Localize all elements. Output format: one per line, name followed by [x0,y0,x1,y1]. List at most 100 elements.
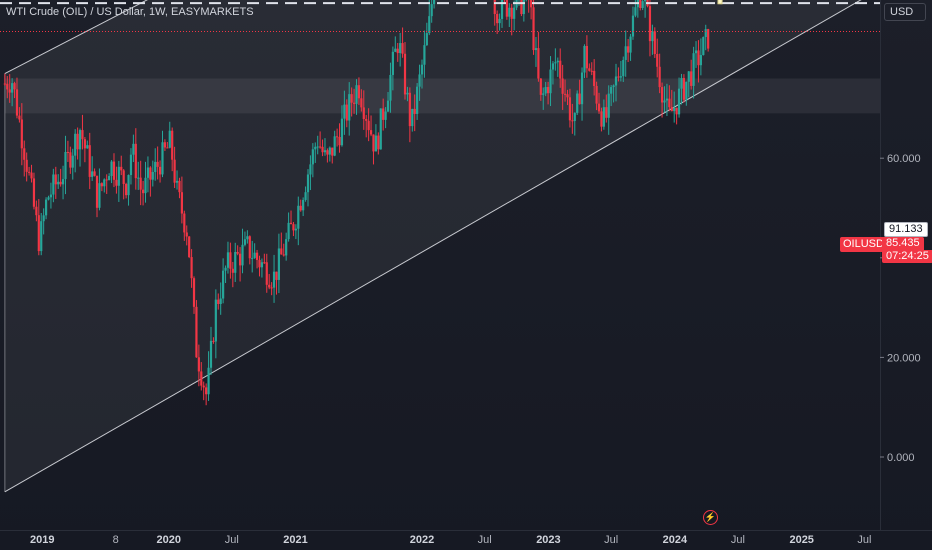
candle-body [161,142,164,175]
candle-body [639,0,642,9]
candle-body [590,70,593,72]
candle-body [306,174,310,193]
candle-body [294,228,297,231]
projection-arrow[interactable] [707,0,755,5]
candle-body [423,45,426,65]
candle-body [568,97,572,121]
candle-body [345,104,348,121]
candle-body [607,93,610,118]
candle-body [697,50,700,66]
flash-icon[interactable]: ⚡ [703,510,718,525]
candle-body [505,0,508,17]
candle-body [319,146,322,148]
candle-body [108,176,111,181]
candle-body [212,340,215,342]
candle-body [202,385,205,388]
candle-body [677,88,681,115]
candle-body [280,248,283,255]
time-tick-label: 2024 [663,534,688,546]
candle-body [350,94,353,103]
candle-body [8,89,11,93]
candle-body [297,205,300,229]
candle-body [549,69,552,94]
candle-body [500,0,504,19]
candle-body [692,53,695,86]
channel-lower-line[interactable] [4,0,880,493]
candle-body [559,60,562,79]
candle-body [542,93,545,95]
candle-body [367,120,370,131]
candle-body [120,166,123,171]
time-tick-label: 2025 [789,534,813,546]
candle-body [134,143,137,179]
candle-body [23,148,26,160]
candle-body [343,104,346,119]
candle-body [416,86,419,114]
candle-body [88,145,91,177]
candle-body [399,43,402,54]
candle-body [544,87,547,94]
candle-body [508,7,511,17]
candle-body [20,119,23,149]
candle-body [668,98,671,108]
candle-body [270,287,273,289]
candle-body [86,145,89,149]
candle-body [57,181,60,185]
candle-body [200,371,203,386]
price-tick-label: 0.000 [887,452,915,464]
candle-body [44,199,48,216]
currency-selector[interactable]: USD [884,3,926,21]
candle-body [546,87,550,94]
candle-body [49,194,53,198]
price-tick-label: 60.000 [887,153,921,165]
candle-body [25,159,28,172]
candle-body [612,85,615,88]
candle-body [42,215,45,222]
candle-body [112,161,116,180]
candle-body [71,155,74,168]
time-tick-label: 2021 [283,534,307,546]
candle-body [236,252,239,254]
candle-body [634,7,637,16]
candle-body [141,189,145,194]
candle-body [117,166,120,186]
candle-body [74,133,77,156]
candle-body [81,130,84,140]
candle-body [622,59,625,77]
candle-body [365,119,368,121]
candle-body [309,164,312,175]
candle-body [600,111,603,127]
candle-body [394,48,397,52]
candle-body [588,68,591,71]
candle-body [59,181,62,185]
time-tick-label: 2022 [410,534,434,546]
candle-body [631,15,635,37]
candle-body [348,94,351,121]
candle-body [83,139,86,149]
candle-body [224,267,227,271]
candle-body [576,93,579,113]
candle-body [263,262,266,264]
candle-body [694,50,698,54]
candle-body [374,135,378,152]
candle-body [265,262,268,285]
candle-body [687,71,690,82]
candle-body [656,54,659,67]
candle-body [386,100,390,112]
candle-body [702,37,705,56]
candle-body [391,51,394,75]
candle-body [362,107,365,120]
candle-body [192,278,196,307]
candle-body [602,107,605,127]
bar-countdown-label: 07:24:25 [882,250,932,263]
candle-body [178,180,181,193]
candle-body [357,85,361,99]
candle-body [510,7,513,19]
candle-body [580,72,584,105]
candle-body [30,172,33,179]
candle-body [214,299,217,342]
candle-body [682,78,686,100]
candle-body [91,171,94,177]
